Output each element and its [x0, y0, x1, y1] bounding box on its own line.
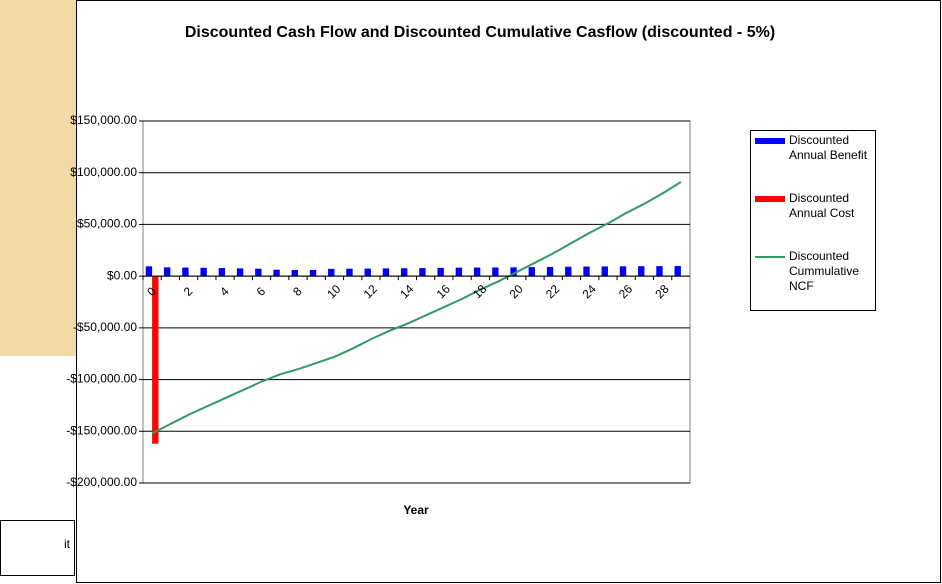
bar: [182, 267, 189, 277]
chart-title: Discounted Cash Flow and Discounted Cumu…: [185, 24, 775, 41]
y-tick-label: -$150,000.00: [66, 423, 137, 437]
bar: [255, 268, 262, 277]
background-panel: [0, 0, 76, 356]
bar: [152, 276, 159, 444]
bar: [510, 267, 517, 277]
legend-box: [750, 130, 876, 311]
bar: [601, 266, 608, 277]
bar: [364, 268, 371, 277]
bar: [565, 266, 572, 277]
bar: [200, 267, 207, 277]
y-tick-label: -$200,000.00: [66, 475, 137, 489]
bar: [656, 266, 663, 277]
bar: [455, 267, 463, 277]
cropped-text: it: [64, 537, 71, 551]
bar: [401, 268, 408, 277]
bar: [382, 268, 390, 277]
bar: [145, 266, 153, 277]
bar: [492, 267, 499, 277]
y-tick-label: -$100,000.00: [66, 372, 137, 386]
y-tick-label: $100,000.00: [70, 165, 137, 179]
legend-label: Discounted Annual Benefit: [789, 133, 868, 162]
y-tick-label: $150,000.00: [70, 113, 137, 127]
y-tick-label: $0.00: [107, 268, 137, 282]
legend-swatch: [755, 196, 785, 202]
bar: [638, 266, 645, 277]
cropped-box: [0, 520, 75, 576]
bar: [473, 267, 481, 277]
bar: [236, 268, 244, 277]
bar: [674, 266, 681, 277]
legend-label: Discounted Annual Cost: [789, 191, 855, 220]
bar: [309, 269, 317, 277]
legend-swatch: [755, 138, 785, 144]
legend-label: Discounted Cummulative NCF: [789, 249, 860, 293]
y-tick-label: $50,000.00: [77, 217, 137, 231]
bar: [546, 266, 554, 277]
bar: [218, 268, 226, 277]
bar: [291, 269, 298, 277]
plot-area: [142, 120, 691, 484]
line: [151, 181, 682, 435]
bar: [273, 269, 280, 277]
y-tick-label: -$50,000.00: [73, 320, 137, 334]
bar: [328, 268, 335, 277]
bar: [583, 266, 590, 277]
bar: [619, 266, 627, 277]
bar: [528, 267, 536, 277]
bar: [346, 268, 353, 277]
bar: [437, 267, 444, 277]
bar: [419, 268, 426, 277]
x-axis-title: Year: [403, 503, 429, 517]
bar: [163, 267, 171, 277]
